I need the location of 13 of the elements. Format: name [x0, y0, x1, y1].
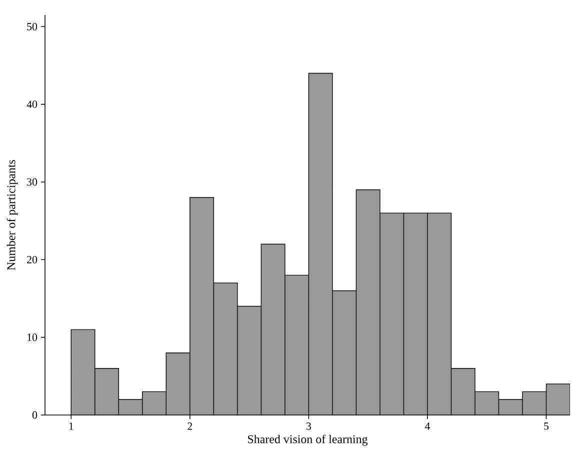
x-tick-label: 2 — [188, 422, 192, 430]
y-axis-title: Number of participants — [6, 160, 18, 270]
y-tick-label: 0 — [32, 411, 38, 419]
y-tick-label: 30 — [27, 178, 38, 186]
x-tick-label: 3 — [306, 422, 311, 430]
x-tick-label: 4 — [424, 422, 430, 430]
y-tick-label: 50 — [27, 22, 38, 30]
y-tick-label: 20 — [27, 256, 38, 264]
x-axis-title: Shared vision of learning — [248, 434, 368, 446]
x-tick-label: 1 — [69, 422, 74, 430]
y-tick-label: 40 — [26, 100, 38, 108]
y-tick-label: 10 — [28, 334, 38, 342]
x-tick-label: 5 — [544, 422, 549, 430]
